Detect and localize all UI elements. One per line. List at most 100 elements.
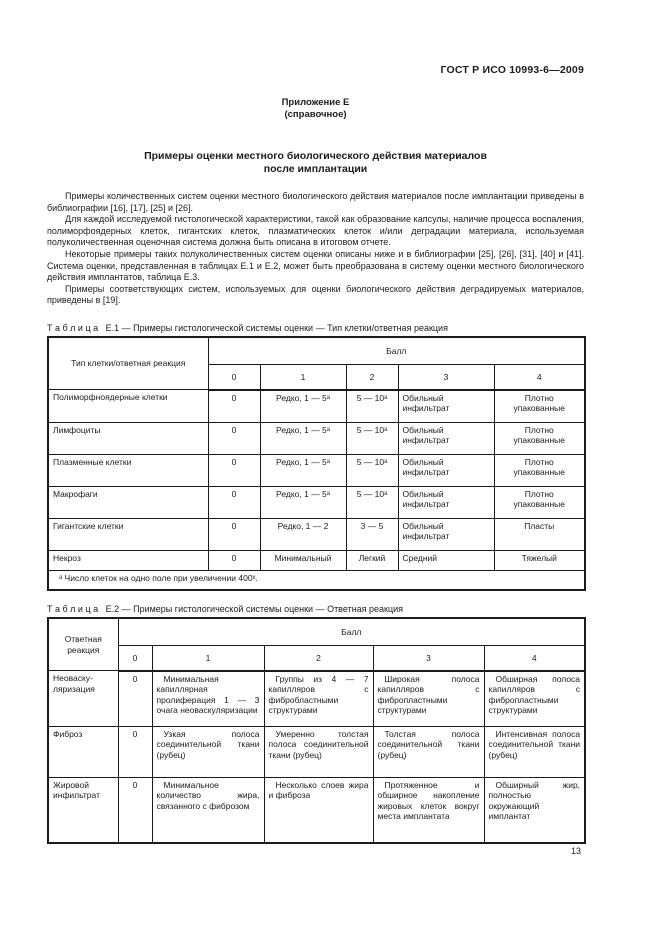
table-cell: Группы из 4 — 7 капилляров с фибробластн… — [263, 670, 374, 727]
table-cell: 5 — 10ᵃ — [345, 485, 399, 519]
table-cell: Некроз — [47, 549, 209, 571]
table-row: Полиморфноядерные клетки 0 Редко, 1 — 5ᵃ… — [47, 389, 586, 423]
standard-designation: ГОСТ Р ИСО 10993-6—2009 — [440, 64, 584, 76]
table-cell: Редко, 1 — 5ᵃ — [259, 389, 347, 423]
table-cell: Минимальный — [259, 549, 347, 571]
table-cell: Редко, 1 — 5ᵃ — [259, 453, 347, 487]
score-header: 4 — [493, 363, 586, 391]
table-cell: Редко, 1 — 2 — [259, 517, 347, 551]
score-header: 2 — [263, 644, 374, 672]
table-cell: Обильный инфильтрат — [397, 485, 495, 519]
table-cell: 5 — 10ᵃ — [345, 453, 399, 487]
table-cell: 0 — [207, 485, 261, 519]
table-cell: Несколько слоев жира и фиброза — [263, 776, 374, 844]
paragraph: Некоторые примеры таких полуколичественн… — [47, 248, 584, 283]
table-e1-caption: Т а б л и ц а Е.1 — Примеры гистологичес… — [47, 322, 448, 333]
table-cell: Полиморфноядерные клетки — [47, 389, 209, 423]
table-cell: Средний — [397, 549, 495, 571]
table-subheader-row: 0 1 2 3 4 — [48, 644, 586, 672]
table-cell: Пласты — [493, 517, 586, 551]
table-header-row: Ответная реакция Балл — [47, 617, 586, 672]
table-cell: Плазменные клетки — [47, 453, 209, 487]
page-title: Примеры оценки местного биологического д… — [47, 150, 584, 176]
table-e2-col0-header: Ответная реакция — [47, 617, 119, 672]
page-number: 13 — [570, 846, 581, 856]
table-cell: Протяженное и обширное накопление жировы… — [372, 776, 485, 844]
table-cell: Редко, 1 — 5ᵃ — [259, 485, 347, 519]
table-e2: Ответная реакция Балл 0 1 2 3 4 Неоваску… — [47, 616, 587, 844]
table-cell: Умеренно толстая полоса соединительной т… — [263, 725, 374, 778]
table-cell: 0 — [117, 776, 153, 844]
table-cell: 5 — 10ᵃ — [345, 389, 399, 423]
paragraph: Примеры соответствующих систем, использу… — [47, 283, 584, 306]
table-row: Неоваску­ляризация 0 Минимальная капилля… — [47, 670, 586, 727]
table-cell: Неоваску­ляризация — [47, 670, 119, 727]
table-row: Гигантские клетки 0 Редко, 1 — 2 3 — 5 О… — [47, 517, 586, 551]
score-header: 4 — [483, 644, 586, 672]
table-cell: 3 — 5 — [345, 517, 399, 551]
table-row: Плазменные клетки 0 Редко, 1 — 5ᵃ 5 — 10… — [47, 453, 586, 487]
table-cell: Плотно упакованные — [493, 485, 586, 519]
table-cell: Редко, 1 — 5ᵃ — [259, 421, 347, 455]
table-cell: Макрофаги — [47, 485, 209, 519]
score-header: 0 — [117, 644, 153, 672]
score-header: 2 — [345, 363, 399, 391]
table-cell: Тяжелый — [493, 549, 586, 571]
score-header: 3 — [372, 644, 485, 672]
table-cell: Плотно упакованные — [493, 389, 586, 423]
paragraph: Примеры количественных систем оценки мес… — [47, 191, 584, 213]
table-cell: Интенсивная полоса соединительной ткани … — [483, 725, 586, 778]
table-e1: Тип клетки/ответная реакция Балл 0 1 2 3… — [47, 335, 587, 591]
table-cell: Гигантские клетки — [47, 517, 209, 551]
table-cell: Жировой инфильтрат — [47, 776, 119, 844]
table-cell: Минимальное количество жира, связанного … — [151, 776, 265, 844]
table-cell: Фиброз — [47, 725, 119, 778]
table-cell: 0 — [207, 389, 261, 423]
table-footnote: ᵃ Число клеток на одно поле при увеличен… — [47, 569, 586, 591]
table-cell: Обильный инфильтрат — [397, 389, 495, 423]
table-cell: 0 — [207, 549, 261, 571]
table-row: Макрофаги 0 Редко, 1 — 5ᵃ 5 — 10ᵃ Обильн… — [47, 485, 586, 519]
page-title-line2: после имплантации — [263, 163, 368, 175]
annex-note: (справочное) — [284, 109, 347, 120]
table-subheader-row: 0 1 2 3 4 — [48, 363, 586, 391]
table-cell: Плотно упакованные — [493, 421, 586, 455]
table-cell: Обильный инфильтрат — [397, 421, 495, 455]
table-cell: 0 — [207, 517, 261, 551]
table-cell: Обильный инфильтрат — [397, 453, 495, 487]
table-row: Некроз 0 Минимальный Легкий Средний Тяже… — [47, 549, 586, 571]
score-group-header: Балл — [117, 617, 586, 646]
annex-label: Приложение Е — [281, 97, 350, 108]
table-cell: 0 — [207, 453, 261, 487]
score-group-header: Балл — [207, 336, 586, 365]
table-cell: Плотно упакованные — [493, 453, 586, 487]
table-cell: Минимальная капиллярная пролиферация 1 —… — [151, 670, 265, 727]
paragraph: Для каждой исследуемой гистологической х… — [47, 214, 584, 248]
table-cell: Обширная полоса капилляров с фибропластн… — [483, 670, 586, 727]
page-content: ГОСТ Р ИСО 10993-6—2009 Приложение Е (сп… — [47, 0, 587, 844]
table-cell: Обильный инфильтрат — [397, 517, 495, 551]
score-header: 0 — [207, 363, 261, 391]
table-cell: Узкая полоса соединительной ткани (рубец… — [151, 725, 265, 778]
table-cell: Обширный жир, полностью окружающий импла… — [483, 776, 586, 844]
table-cell: Лимфоциты — [47, 421, 209, 455]
score-header: 1 — [151, 644, 265, 672]
table-cell: 0 — [117, 725, 153, 778]
table-header-row: Тип клетки/ответная реакция Балл — [47, 336, 586, 391]
table-cell: Легкий — [345, 549, 399, 571]
table-cell: Толстая полоса соединительной ткани (руб… — [372, 725, 485, 778]
table-row: Фиброз 0 Узкая полоса соединительной тка… — [47, 725, 586, 778]
page-title-line1: Примеры оценки местного биологического д… — [144, 150, 487, 162]
table-e1-col0-header: Тип клетки/ответная реакция — [47, 336, 209, 391]
table-footnote-row: ᵃ Число клеток на одно поле при увеличен… — [47, 569, 586, 591]
intro-text: Примеры количественных систем оценки мес… — [47, 191, 584, 307]
table-cell: 0 — [117, 670, 153, 727]
score-header: 1 — [259, 363, 347, 391]
table-e2-caption: Т а б л и ц а Е.2 — Примеры гистологичес… — [47, 603, 404, 614]
table-cell: 5 — 10ᵃ — [345, 421, 399, 455]
table-cell: Широкая полоса капилляров с фибропластны… — [372, 670, 485, 727]
score-header: 3 — [397, 363, 495, 391]
table-row: Жировой инфильтрат 0 Минимальное количес… — [47, 776, 586, 844]
table-cell: 0 — [207, 421, 261, 455]
